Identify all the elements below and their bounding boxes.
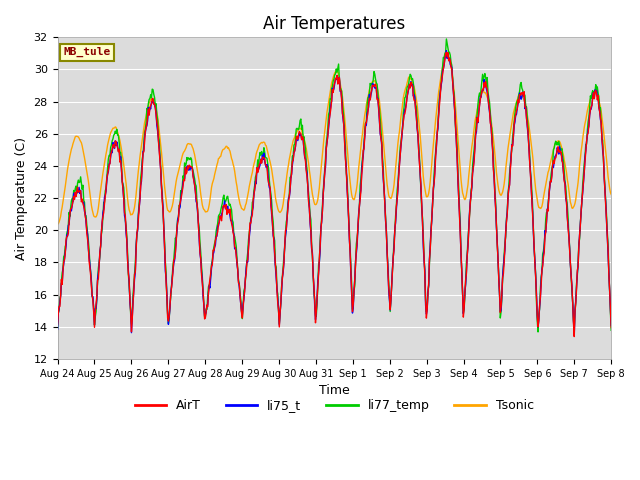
Text: MB_tule: MB_tule bbox=[63, 47, 110, 57]
li75_t bbox=[121, 213, 129, 218]
Tsonic bbox=[54, 221, 62, 227]
AirT bbox=[570, 334, 578, 339]
Tsonic bbox=[419, 164, 426, 169]
Tsonic bbox=[444, 52, 451, 58]
li77_temp bbox=[64, 228, 72, 233]
Legend: AirT, li75_t, li77_temp, Tsonic: AirT, li75_t, li77_temp, Tsonic bbox=[130, 394, 539, 417]
Tsonic bbox=[403, 84, 410, 89]
AirT bbox=[607, 324, 615, 330]
li75_t bbox=[442, 48, 450, 54]
li77_temp bbox=[442, 36, 450, 42]
Tsonic bbox=[207, 191, 214, 196]
Y-axis label: Air Temperature (C): Air Temperature (C) bbox=[15, 137, 28, 260]
li75_t bbox=[402, 105, 410, 110]
li75_t bbox=[607, 323, 615, 328]
X-axis label: Time: Time bbox=[319, 384, 349, 397]
AirT bbox=[206, 276, 214, 282]
li77_temp bbox=[534, 329, 542, 335]
Tsonic bbox=[65, 162, 72, 168]
Tsonic bbox=[54, 221, 61, 227]
li75_t bbox=[177, 197, 184, 203]
Title: Air Temperatures: Air Temperatures bbox=[263, 15, 406, 33]
Line: li77_temp: li77_temp bbox=[58, 39, 611, 332]
li77_temp bbox=[402, 94, 410, 100]
Tsonic bbox=[607, 192, 615, 197]
li75_t bbox=[54, 326, 61, 332]
Tsonic bbox=[178, 156, 186, 162]
li75_t bbox=[206, 285, 214, 291]
li77_temp bbox=[418, 207, 426, 213]
li77_temp bbox=[54, 325, 61, 331]
li75_t bbox=[64, 233, 72, 239]
li77_temp bbox=[177, 188, 184, 193]
Line: Tsonic: Tsonic bbox=[58, 55, 611, 224]
li75_t bbox=[418, 203, 426, 208]
AirT bbox=[442, 49, 450, 55]
AirT bbox=[418, 203, 426, 209]
li77_temp bbox=[206, 281, 214, 287]
li77_temp bbox=[607, 327, 615, 333]
AirT bbox=[54, 322, 61, 328]
AirT bbox=[64, 233, 72, 239]
AirT bbox=[402, 107, 410, 112]
Line: li75_t: li75_t bbox=[58, 51, 611, 336]
li75_t bbox=[570, 333, 578, 338]
AirT bbox=[177, 197, 184, 203]
Line: AirT: AirT bbox=[58, 52, 611, 336]
Tsonic bbox=[122, 175, 129, 180]
li77_temp bbox=[121, 197, 129, 203]
AirT bbox=[121, 210, 129, 216]
